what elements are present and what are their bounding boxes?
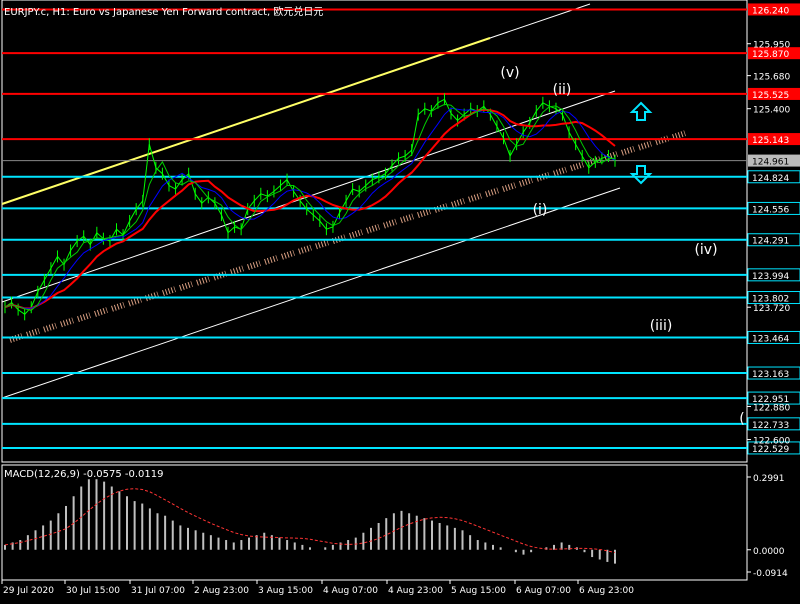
price-close-line	[4, 98, 616, 315]
ma-red-line	[4, 108, 616, 310]
macd-tick-label-1: 0.0000	[753, 547, 785, 557]
support-label-4: 123.802	[752, 295, 789, 305]
wave-label-5: (	[739, 411, 744, 427]
resistance-label-3: 125.143	[752, 136, 789, 146]
macd-tick-label-2: -0.0914	[753, 569, 788, 579]
macd-signal-line	[4, 488, 616, 554]
price-tick-label-15: 122.600	[753, 437, 790, 447]
support-label-0: 124.824	[752, 174, 789, 184]
support-tag-6	[747, 366, 800, 380]
current-price-tag	[748, 154, 800, 167]
price-tick-label-9: 123.720	[753, 304, 790, 314]
ma-green-line	[4, 103, 616, 311]
time-label-3: 2 Aug 23:00	[194, 586, 249, 596]
wave-label-2: (i)	[533, 202, 548, 218]
support-label-8: 122.733	[752, 421, 789, 431]
wave-label-4: (iii)	[650, 318, 673, 334]
time-label-1: 30 Jul 15:00	[66, 586, 120, 596]
time-label-0: 29 Jul 2020	[3, 586, 54, 596]
time-label-8: 6 Aug 07:00	[516, 586, 571, 596]
support-tag-5	[747, 330, 800, 344]
ichimoku-cloud	[9, 130, 686, 343]
macd-label: MACD(12,26,9) -0.0575 -0.0119	[4, 469, 164, 480]
wave-label-3: (iv)	[694, 242, 717, 258]
time-label-7: 5 Aug 15:00	[451, 586, 506, 596]
support-label-3: 123.994	[752, 272, 789, 282]
channel-lower-line	[1, 187, 621, 399]
support-label-9: 122.529	[752, 445, 789, 455]
resistance-label-2: 125.525	[752, 91, 789, 101]
price-tick-label-13: 122.880	[753, 403, 790, 413]
time-label-5: 4 Aug 07:00	[323, 586, 378, 596]
resistance-label-0: 126.240	[752, 6, 789, 16]
time-label-6: 4 Aug 23:00	[388, 586, 443, 596]
arrow-down-icon	[629, 165, 653, 185]
wave-label-0: (v)	[500, 65, 519, 81]
support-label-1: 124.556	[752, 205, 789, 215]
time-label-2: 31 Jul 07:00	[131, 586, 185, 596]
support-label-2: 124.291	[752, 237, 789, 247]
resistance-tag-3	[748, 133, 800, 146]
arrow-up-icon	[629, 101, 653, 121]
wave-label-1: (ii)	[553, 82, 572, 98]
current-price-label: 124.961	[752, 158, 789, 168]
chart-title: EURJPY.c, H1: Euro vs Japanese Yen Forwa…	[4, 7, 324, 18]
support-tag-7	[747, 391, 800, 405]
resistance-tag-1	[748, 47, 800, 60]
main-chart-frame	[1, 0, 748, 463]
support-label-5: 123.464	[752, 334, 789, 344]
support-label-6: 123.163	[752, 370, 789, 380]
support-tag-3	[747, 268, 800, 282]
price-tick-label-0: 125.950	[753, 41, 790, 51]
macd-tick-label-0: 0.2991	[753, 474, 785, 484]
support-tag-4	[747, 291, 800, 305]
support-tag-2	[747, 233, 800, 247]
support-tag-8	[747, 417, 800, 431]
price-tick-label-1: 125.680	[753, 73, 790, 83]
support-tag-9	[747, 441, 800, 455]
time-label-9: 6 Aug 23:00	[579, 586, 634, 596]
time-label-4: 3 Aug 15:00	[258, 586, 313, 596]
macd-frame	[1, 464, 748, 581]
resistance-tag-2	[748, 87, 800, 100]
support-tag-0	[747, 170, 800, 184]
resistance-label-1: 125.870	[752, 50, 789, 60]
resistance-tag-0	[748, 3, 800, 16]
price-tick-label-2: 125.400	[753, 106, 790, 116]
support-tag-1	[747, 201, 800, 215]
ma-blue-line	[4, 107, 616, 309]
support-label-7: 122.951	[752, 395, 789, 405]
